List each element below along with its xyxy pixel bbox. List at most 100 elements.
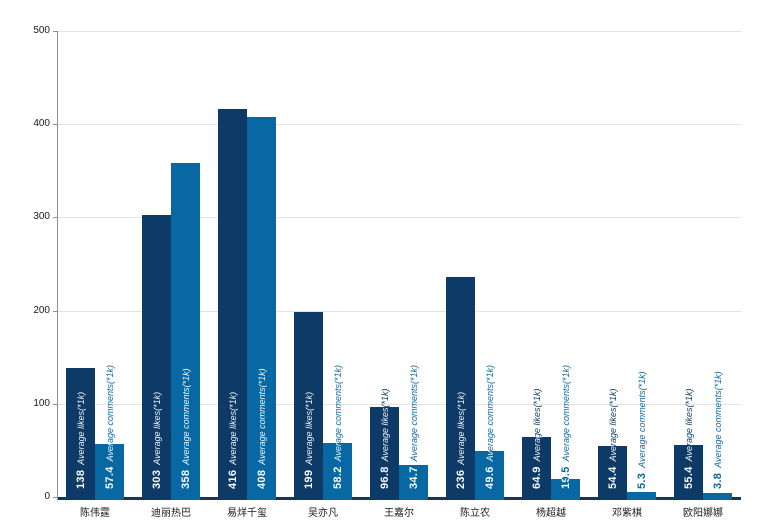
bar-group: 199 Average likes(*1k) 58.2 Average comment… bbox=[285, 311, 361, 500]
bar-value: 55.4 bbox=[682, 466, 695, 489]
bar-likes: 96.8Average likes(*1k) bbox=[370, 406, 399, 500]
bar-value-label: 34.7 Average comments(*1k) bbox=[407, 365, 420, 489]
bar-value: 19.5 bbox=[559, 466, 572, 489]
x-axis-category-label: 易烊千玺 bbox=[227, 508, 267, 519]
bar-group: 416 Average likes(*1k) 408 Average comments… bbox=[209, 109, 285, 500]
y-axis-tick-label: 500 bbox=[33, 25, 50, 36]
bar-series-name: Average likes(*1k) bbox=[683, 388, 694, 462]
y-axis-tick bbox=[53, 124, 57, 126]
bar-group: 55.4Average likes(*1k) 3.8Average comment… bbox=[665, 445, 741, 500]
bar-likes: 138 Average likes(*1k) bbox=[66, 368, 95, 500]
y-axis-tick bbox=[53, 497, 57, 498]
bar-value-label: 64.9 Average likes(*1k) bbox=[530, 389, 543, 489]
bar-value-label: 138 Average likes(*1k) bbox=[74, 392, 87, 489]
y-axis-tick-label: 200 bbox=[33, 304, 50, 316]
bar-value-label: 96.8 Average likes(*1k) bbox=[378, 389, 391, 489]
bar-likes: 416 Average likes(*1k) bbox=[218, 109, 247, 500]
bar-value-label: 58.2 Average comments(*1k) bbox=[331, 365, 344, 489]
plot-area: 138 Average likes(*1k) 57.4 Average comment… bbox=[57, 31, 741, 500]
bar-value-label: 54.4 Average likes(*1k) bbox=[606, 389, 619, 489]
bar-value: 57.4 bbox=[103, 466, 116, 489]
bar-series-name: Average comments(*1k) bbox=[332, 365, 343, 462]
bar-value: 96.8 bbox=[378, 466, 391, 489]
x-axis-category-label: 邓紫棋 bbox=[612, 508, 642, 519]
bar-value: 358 bbox=[179, 469, 192, 489]
bar-comments: 57.4Average comments(*1k) bbox=[95, 443, 124, 500]
y-axis-tick-label: 0 bbox=[44, 491, 50, 502]
bar-comments: 58.2Average comments(*1k) bbox=[323, 442, 352, 500]
bar-comments: 358 Average comments(*1k) bbox=[171, 163, 200, 500]
y-axis-tick-label: 100 bbox=[33, 397, 50, 409]
x-axis-category-label: 迪丽热巴 bbox=[151, 508, 191, 519]
bar-value: 236 bbox=[454, 469, 467, 489]
gridline bbox=[57, 124, 741, 126]
bar-value-label: 3.8 Average comments(*1k) bbox=[711, 371, 724, 489]
bar-series-name: Average likes(*1k) bbox=[455, 391, 466, 465]
bar-series-name: Average likes(*1k) bbox=[607, 388, 618, 462]
bar-value-label: 49.6 Average comments(*1k) bbox=[483, 365, 496, 489]
gridline bbox=[57, 403, 741, 405]
y-axis-tick bbox=[53, 403, 57, 405]
bar-series-name: Average likes(*1k) bbox=[227, 391, 238, 465]
bar-value: 5.3 bbox=[635, 472, 648, 489]
y-axis-tick bbox=[53, 31, 57, 32]
bar-value-label: 236 Average likes(*1k) bbox=[454, 392, 467, 489]
bar-series-name: Average likes(*1k) bbox=[75, 391, 86, 465]
gridline bbox=[57, 217, 741, 219]
bar-series-name: Average comments(*1k) bbox=[104, 365, 115, 462]
x-axis-category-label: 陈伟霆 bbox=[80, 508, 110, 519]
bar-value: 199 bbox=[302, 469, 315, 489]
bar-value-label: 57.4 Average comments(*1k) bbox=[103, 365, 116, 489]
bar-series-name: Average likes(*1k) bbox=[379, 388, 390, 462]
y-axis-tick bbox=[53, 217, 57, 219]
bar-value: 138 bbox=[74, 469, 87, 489]
bar-value: 49.6 bbox=[483, 466, 496, 489]
bar-comments: 3.8Average comments(*1k) bbox=[703, 493, 732, 500]
bar-group: 96.8Average likes(*1k) 34.7Average commen… bbox=[361, 406, 437, 500]
bar-group: 64.9Average likes(*1k) 19.5Average commen… bbox=[513, 436, 589, 500]
bar-value: 416 bbox=[226, 469, 239, 489]
bar-value-label: 303 Average likes(*1k) bbox=[150, 392, 163, 489]
x-axis-category-label: 陈立农 bbox=[460, 508, 490, 519]
bar-series-name: Average comments(*1k) bbox=[560, 365, 571, 462]
bars-container: 138 Average likes(*1k) 57.4 Average comment… bbox=[57, 31, 741, 500]
bar-series-name: Average likes(*1k) bbox=[531, 388, 542, 462]
bar-value: 64.9 bbox=[530, 466, 543, 489]
x-axis-category-label: 王嘉尔 bbox=[384, 508, 414, 519]
bar-group: 303 Average likes(*1k) 358 Average comments… bbox=[133, 163, 209, 500]
bar-value-label: 416 Average likes(*1k) bbox=[226, 392, 239, 489]
bar-likes: 199 Average likes(*1k) bbox=[294, 311, 323, 500]
bar-likes: 303 Average likes(*1k) bbox=[142, 214, 171, 500]
bar-value: 54.4 bbox=[606, 466, 619, 489]
bar-series-name: Average comments(*1k) bbox=[712, 371, 723, 468]
bar-value-label: 5.3 Average comments(*1k) bbox=[635, 371, 648, 489]
bar-series-name: Average likes(*1k) bbox=[303, 391, 314, 465]
bar-value-label: 358 Average comments(*1k) bbox=[179, 368, 192, 489]
x-axis-category-label: 欧阳娜娜 bbox=[683, 508, 723, 519]
y-axis-tick-label: 300 bbox=[33, 211, 50, 223]
bar-group: 138 Average likes(*1k) 57.4 Average comment… bbox=[57, 368, 133, 500]
bar-value: 3.8 bbox=[711, 472, 724, 489]
bar-value: 408 bbox=[255, 469, 268, 489]
gridline bbox=[57, 31, 741, 32]
bar-likes: 64.9Average likes(*1k) bbox=[522, 436, 551, 500]
x-axis-category-label: 吴亦凡 bbox=[308, 508, 338, 519]
bar-series-name: Average comments(*1k) bbox=[256, 368, 267, 465]
bar-value: 303 bbox=[150, 469, 163, 489]
bar-value-label: 408 Average comments(*1k) bbox=[255, 368, 268, 489]
y-axis-tick-label: 400 bbox=[33, 118, 50, 130]
bar-group: 236 Average likes(*1k) 49.6 Average comment… bbox=[437, 277, 513, 500]
bar-likes: 54.4Average likes(*1k) bbox=[598, 446, 627, 500]
bar-comments: 19.5Average comments(*1k) bbox=[551, 478, 580, 500]
bar-comments: 5.3Average comments(*1k) bbox=[627, 492, 656, 500]
bar-series-name: Average comments(*1k) bbox=[636, 371, 647, 468]
x-axis-labels: 陈伟霆 迪丽热巴 易烊千玺 吴亦凡 王嘉尔 陈立农 杨超越 邓紫棋 欧阳娜娜 bbox=[57, 504, 741, 519]
bar-group: 54.4Average likes(*1k) 5.3Average comment… bbox=[589, 446, 665, 500]
bar-value-label: 19.5 Average comments(*1k) bbox=[559, 365, 572, 489]
y-axis-line bbox=[57, 31, 58, 500]
bar-likes: 55.4Average likes(*1k) bbox=[674, 445, 703, 500]
gridline bbox=[57, 310, 741, 312]
bar-value-label: 55.4 Average likes(*1k) bbox=[682, 389, 695, 489]
bar-value: 58.2 bbox=[331, 466, 344, 489]
